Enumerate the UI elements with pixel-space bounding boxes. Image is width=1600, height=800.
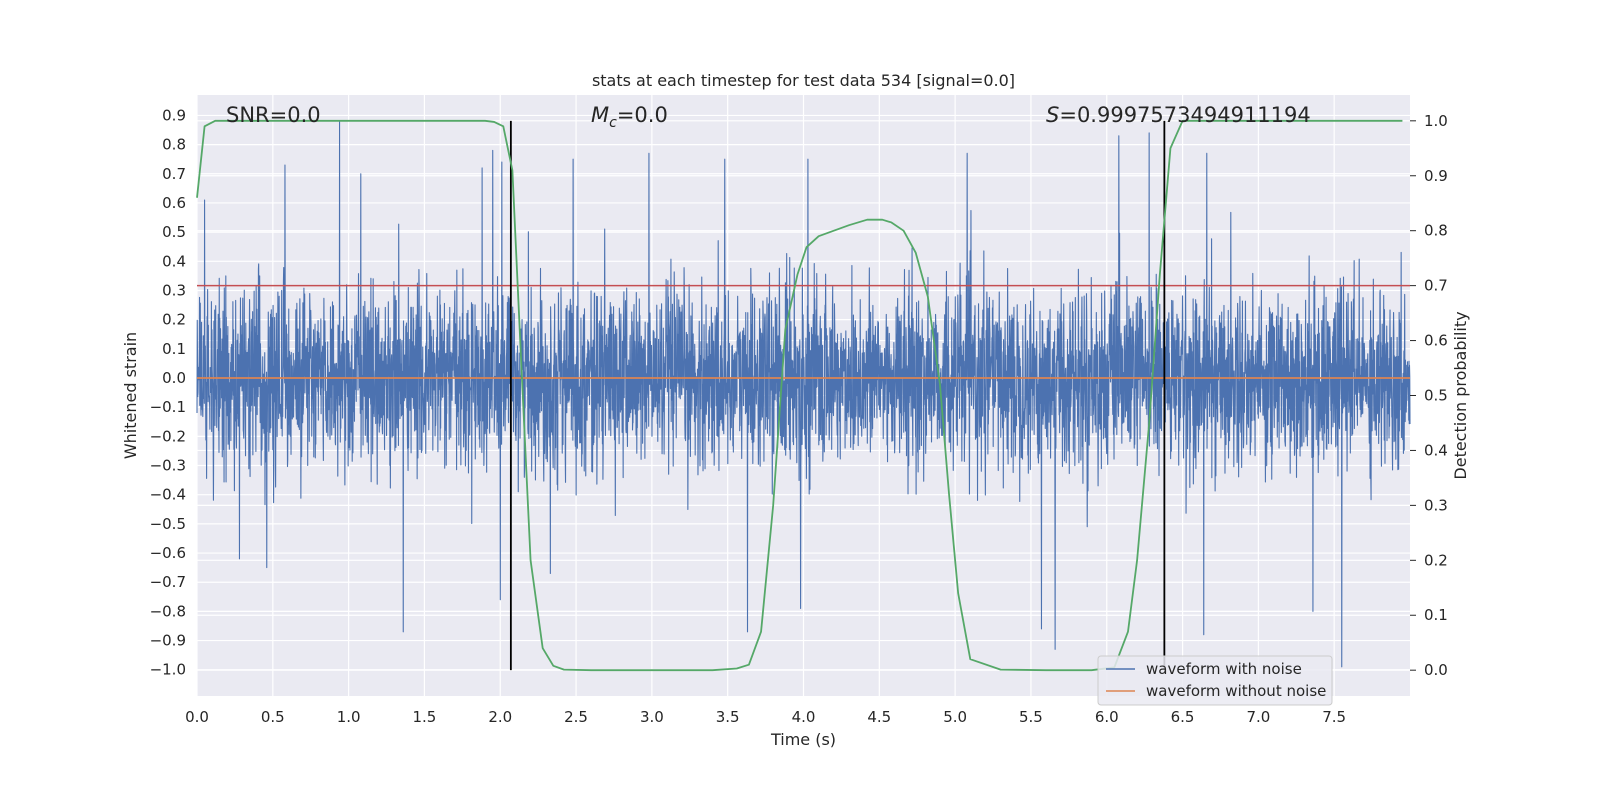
y-tick-label-left: 0.1: [162, 340, 186, 358]
y-tick-label-left: −0.9: [150, 632, 186, 650]
y-tick-label-left: 0.4: [162, 252, 186, 270]
legend-label-clean: waveform without noise: [1146, 682, 1326, 700]
waveform-with-noise-line: [196, 120, 1411, 668]
x-tick-label: 1.5: [413, 708, 437, 726]
y-tick-label-right: 0.9: [1424, 167, 1448, 185]
x-tick-label: 3.5: [716, 708, 740, 726]
y-tick-label-left: −0.8: [150, 602, 186, 620]
y-tick-label-left: −0.4: [150, 486, 186, 504]
y-tick-label-right: 1.0: [1424, 112, 1448, 130]
x-tick-label: 0.0: [185, 708, 209, 726]
y-tick-label-left: 0.8: [162, 136, 186, 154]
x-tick-label: 3.0: [640, 708, 664, 726]
detection-probability-line: [196, 119, 1403, 672]
y-tick-label-left: 0.0: [162, 369, 186, 387]
x-tick-label: 5.0: [943, 708, 967, 726]
x-tick-label: 1.0: [337, 708, 361, 726]
y-tick-label-right: 0.4: [1424, 441, 1448, 459]
chirp-mass-annotation: Mc=0.0: [591, 103, 668, 131]
x-tick-label: 2.5: [564, 708, 588, 726]
y-tick-label-left: 0.2: [162, 311, 186, 329]
y-tick-label-left: −0.2: [150, 427, 186, 445]
ticks-layer: 0.0 0.5 1.0 1.5 2.0 2.5 3.0 3.5 4.0 4.5 5.0 5.5 6.0 6…: [150, 106, 1448, 726]
y-tick-label-right: 0.1: [1424, 606, 1448, 624]
y-tick-label-left: −0.6: [150, 544, 186, 562]
y-tick-label-left: 0.9: [162, 106, 186, 124]
y-tick-label-right: 0.0: [1424, 661, 1448, 679]
y-tick-label-left: −0.1: [150, 398, 186, 416]
y-tick-label-right: 0.8: [1424, 222, 1448, 240]
y-tick-label-right: 0.5: [1424, 387, 1448, 405]
x-tick-label: 2.0: [488, 708, 512, 726]
y-tick-label-left: −0.3: [150, 457, 186, 475]
x-tick-label: 6.5: [1171, 708, 1195, 726]
x-axis-label: Time (s): [770, 730, 836, 749]
y-tick-label-right: 0.6: [1424, 332, 1448, 350]
x-tick-label: 4.5: [867, 708, 891, 726]
score-symbol: S: [1046, 103, 1059, 127]
y-tick-label-left: 0.3: [162, 281, 186, 299]
chirp-mass-value: =0.0: [617, 103, 668, 127]
legend-box: [1097, 655, 1333, 706]
noise-waveform-layer: [196, 120, 1411, 668]
y-tick-label-left: −0.7: [150, 573, 186, 591]
chirp-mass-symbol: M: [591, 103, 609, 127]
x-tick-label: 5.5: [1019, 708, 1043, 726]
lines-layer: [196, 119, 1410, 672]
x-tick-label: 7.0: [1246, 708, 1270, 726]
y-tick-label-left: 0.5: [162, 223, 186, 241]
y-tick-label-right: 0.2: [1424, 551, 1448, 569]
snr-annotation: SNR=0.0: [226, 103, 321, 127]
y-axis-label-right: Detection probability: [1451, 311, 1470, 479]
y-tick-label-right: 0.7: [1424, 277, 1448, 295]
y-axis-label-left: Whitened strain: [121, 332, 140, 459]
y-tick-label-left: 0.6: [162, 194, 186, 212]
y-tick-label-left: 0.7: [162, 165, 186, 183]
x-tick-label: 0.5: [261, 708, 285, 726]
y-tick-label-left: −0.5: [150, 515, 186, 533]
x-tick-label: 7.5: [1322, 708, 1346, 726]
y-tick-label-right: 0.3: [1424, 496, 1448, 514]
score-value: =0.9997573494911194: [1059, 103, 1310, 127]
y-tick-label-left: −1.0: [150, 661, 186, 679]
score-annotation: S=0.9997573494911194: [1046, 103, 1311, 127]
chart-title: stats at each timestep for test data 534…: [592, 71, 1015, 90]
legend: waveform with noise waveform without noi…: [1097, 655, 1333, 706]
legend-label-noise: waveform with noise: [1146, 660, 1302, 678]
x-tick-label: 6.0: [1095, 708, 1119, 726]
chirp-mass-subscript: c: [609, 115, 617, 131]
x-tick-label: 4.0: [792, 708, 816, 726]
